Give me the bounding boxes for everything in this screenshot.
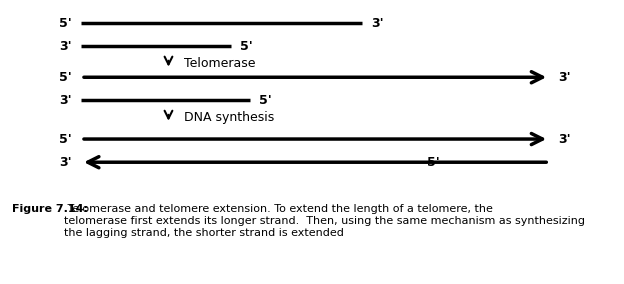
Text: 5': 5' (59, 71, 72, 84)
Text: Telomerase: Telomerase (184, 57, 256, 70)
Text: DNA synthesis: DNA synthesis (184, 111, 275, 124)
Text: 5': 5' (427, 156, 440, 169)
Text: 5': 5' (59, 17, 72, 30)
Text: 5': 5' (259, 94, 271, 107)
Text: Figure 7.14:: Figure 7.14: (12, 204, 89, 214)
Text: 3': 3' (59, 94, 72, 107)
Text: 5': 5' (240, 40, 253, 53)
Text: 3': 3' (558, 133, 571, 145)
Text: 3': 3' (371, 17, 384, 30)
Text: 3': 3' (59, 156, 72, 169)
Text: Telomerase and telomere extension. To extend the length of a telomere, the
telom: Telomerase and telomere extension. To ex… (64, 204, 585, 238)
Text: 3': 3' (59, 40, 72, 53)
Text: 5': 5' (59, 133, 72, 145)
Text: 3': 3' (558, 71, 571, 84)
